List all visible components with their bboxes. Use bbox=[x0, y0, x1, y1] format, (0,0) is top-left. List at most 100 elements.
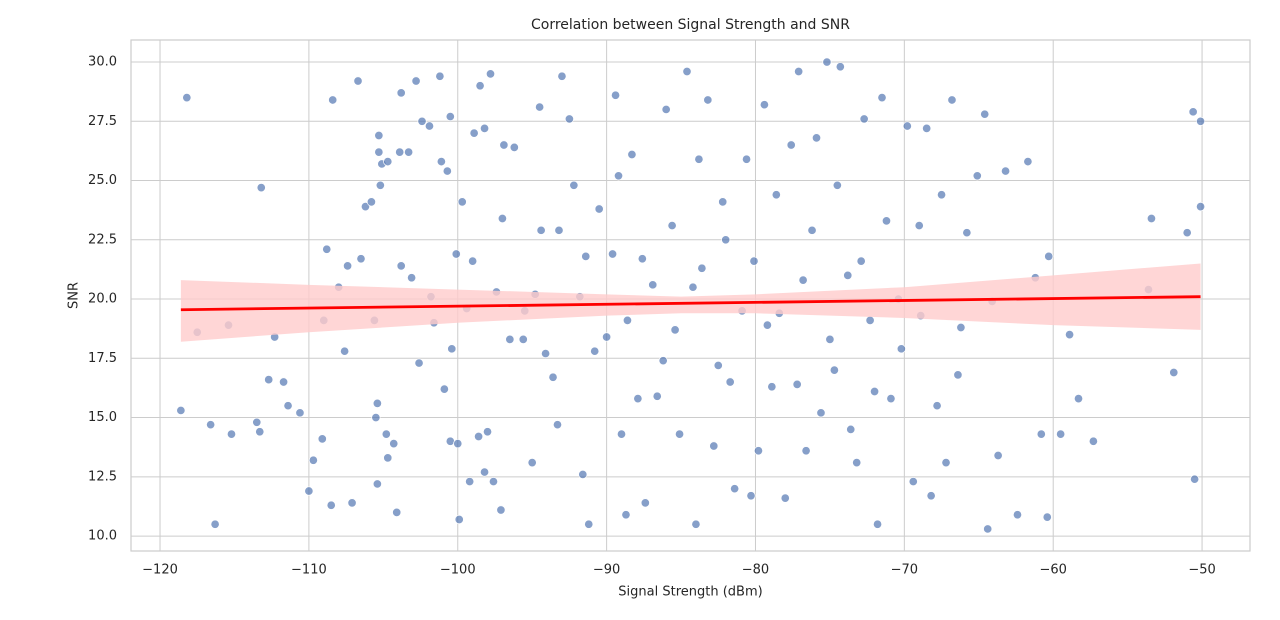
scatter-point bbox=[564, 114, 574, 124]
y-tick-label: 27.5 bbox=[88, 114, 117, 129]
x-tick-label: −120 bbox=[142, 563, 178, 578]
scatter-point bbox=[610, 90, 621, 100]
scatter-point bbox=[675, 429, 685, 439]
scatter-point bbox=[1182, 228, 1192, 238]
scatter-point bbox=[360, 202, 371, 212]
x-axis-label: Signal Strength (dBm) bbox=[618, 585, 762, 600]
scatter-point bbox=[435, 71, 445, 81]
scatter-point bbox=[252, 417, 262, 427]
scatter-point bbox=[383, 453, 393, 463]
scatter-point bbox=[1196, 116, 1206, 126]
scatter-point bbox=[613, 171, 624, 181]
scatter-point bbox=[372, 398, 382, 408]
scatter-point bbox=[548, 372, 558, 382]
scatter-point bbox=[328, 95, 338, 105]
scatter-point bbox=[1073, 394, 1084, 404]
scatter-point bbox=[993, 450, 1003, 461]
scatter-point bbox=[505, 334, 515, 344]
scatter-point bbox=[622, 315, 633, 325]
scatter-point bbox=[176, 405, 186, 416]
scatter-point bbox=[746, 491, 756, 501]
scatter-point bbox=[404, 147, 414, 157]
scatter-point bbox=[870, 386, 880, 397]
scatter-point bbox=[709, 441, 719, 451]
scatter-point bbox=[822, 57, 832, 67]
scatter-point bbox=[1023, 157, 1033, 167]
scatter-point bbox=[846, 424, 856, 434]
scatter-point bbox=[703, 95, 713, 105]
scatter-point bbox=[340, 346, 350, 356]
scatter-point bbox=[749, 256, 759, 266]
scatter-point bbox=[347, 498, 357, 508]
scatter-point bbox=[414, 358, 424, 368]
scatter-point bbox=[372, 479, 382, 489]
scatter-point bbox=[794, 66, 804, 77]
scatter-point bbox=[256, 183, 266, 193]
scatter-point bbox=[658, 356, 668, 366]
scatter-point bbox=[424, 121, 435, 131]
scatter-point bbox=[843, 270, 853, 280]
scatter-point bbox=[633, 394, 643, 404]
x-tick-label: −110 bbox=[291, 563, 327, 578]
scatter-point bbox=[608, 249, 618, 259]
scatter-point bbox=[762, 320, 772, 330]
scatter-point bbox=[872, 519, 883, 529]
scatter-point bbox=[496, 505, 506, 515]
x-tick-label: −60 bbox=[1039, 563, 1066, 578]
scatter-point bbox=[811, 133, 822, 143]
scatter-point bbox=[392, 507, 402, 517]
scatter-point bbox=[741, 154, 752, 164]
scatter-point bbox=[980, 109, 990, 119]
scatter-point bbox=[682, 66, 692, 77]
scatter-point bbox=[922, 123, 932, 133]
scatter-point bbox=[554, 225, 564, 235]
scatter-point bbox=[621, 510, 631, 520]
scatter-point bbox=[375, 180, 385, 190]
scatter-point bbox=[439, 384, 449, 394]
scatter-point bbox=[721, 235, 731, 245]
scatter-point bbox=[304, 486, 314, 496]
scatter-point bbox=[578, 469, 588, 479]
scatter-point bbox=[753, 446, 764, 456]
scatter-point bbox=[652, 391, 662, 401]
scatter-point bbox=[1042, 512, 1052, 522]
scatter-point bbox=[485, 69, 496, 79]
scatter-point bbox=[877, 93, 887, 103]
scatter-point bbox=[1146, 213, 1157, 224]
y-tick-label: 30.0 bbox=[88, 55, 117, 70]
scatter-point bbox=[482, 427, 493, 437]
scatter-point bbox=[1169, 367, 1179, 378]
scatter-point bbox=[926, 491, 936, 501]
scatter-point bbox=[914, 221, 924, 231]
scatter-point bbox=[407, 273, 417, 283]
scatter-point bbox=[451, 249, 461, 259]
scatter-point bbox=[1190, 474, 1200, 484]
scatter-point bbox=[417, 116, 427, 126]
scatter-point bbox=[792, 379, 802, 389]
scatter-point bbox=[865, 315, 875, 325]
scatter-point bbox=[509, 142, 519, 152]
scatter-point bbox=[691, 519, 701, 529]
x-tick-label: −50 bbox=[1188, 563, 1215, 578]
scatter-point bbox=[697, 263, 707, 273]
scatter-point bbox=[474, 431, 484, 442]
scatter-point bbox=[956, 322, 966, 333]
scatter-point bbox=[326, 500, 336, 510]
scatter-point bbox=[594, 204, 604, 214]
regression-line bbox=[180, 295, 1201, 312]
scatter-point bbox=[932, 401, 942, 411]
scatter-point bbox=[637, 254, 647, 264]
y-tick-label: 20.0 bbox=[88, 292, 117, 307]
scatter-point bbox=[881, 216, 892, 226]
y-tick-label: 15.0 bbox=[88, 410, 117, 425]
scatter-point bbox=[264, 375, 274, 385]
scatter-point bbox=[1001, 166, 1011, 176]
scatter-point bbox=[856, 256, 866, 266]
scatter-point bbox=[584, 519, 594, 529]
scatter-point bbox=[972, 171, 982, 181]
scatter-point bbox=[206, 420, 216, 430]
y-tick-label: 10.0 bbox=[88, 529, 117, 544]
scatter-point bbox=[983, 524, 993, 534]
scatter-point bbox=[552, 420, 563, 430]
